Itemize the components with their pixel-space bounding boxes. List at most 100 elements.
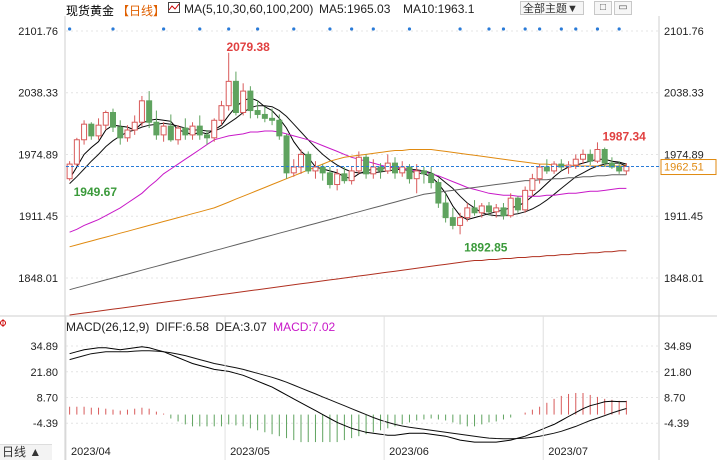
candle-body — [442, 202, 449, 219]
macd-y-tick-right: -4.39 — [664, 418, 689, 430]
candle-body — [341, 173, 348, 182]
period-tab[interactable]: 日线 ▲ — [0, 444, 52, 460]
y-tick-right: 1848.01 — [664, 273, 704, 285]
candle-body — [522, 189, 529, 211]
candle-body — [261, 113, 268, 119]
macd-y-tick-left: 21.80 — [30, 367, 58, 379]
candle-body — [500, 207, 507, 217]
event-dot — [538, 27, 542, 31]
candle-body — [601, 148, 608, 164]
instrument-title[interactable]: 现货黄金 — [66, 4, 115, 18]
candle-body — [110, 112, 116, 128]
ma-line-ma30 — [69, 130, 627, 233]
candle-body — [131, 121, 138, 131]
macd-value: MACD:7.02 — [273, 320, 336, 334]
candle-body — [283, 135, 290, 174]
candle-body — [363, 156, 370, 175]
candle-body — [486, 205, 492, 213]
candle-body — [471, 207, 478, 214]
candle-body — [616, 166, 623, 172]
candle-body — [623, 166, 630, 172]
macd-y-tick-left: 8.70 — [37, 392, 58, 404]
candle-body — [175, 127, 182, 141]
indicator-icon[interactable] — [168, 2, 180, 13]
current-price: 1962.51 — [66, 159, 717, 176]
y-tick-right: 2038.33 — [664, 88, 704, 100]
candle-body — [146, 100, 153, 123]
candle-body — [232, 80, 239, 114]
candle-body — [88, 123, 95, 137]
candle-body — [551, 163, 558, 172]
event-dot — [574, 27, 578, 31]
maximize-button[interactable]: ▭ — [614, 1, 632, 15]
candle-body — [507, 197, 514, 217]
candle-body — [240, 90, 247, 114]
candle-body — [377, 166, 384, 172]
price-axis: 2101.76 2101.76 2038.33 2038.33 1974.89 1974.… — [18, 26, 704, 285]
candle-body — [457, 217, 464, 226]
macd-line-dea — [69, 350, 627, 440]
restore-button[interactable]: □ — [594, 1, 612, 15]
candle-body — [428, 173, 435, 184]
macd-header: MACD(26,12,9) DIFF:6.58 DEA:3.07 MACD:7.… — [66, 320, 335, 334]
candle-body — [348, 170, 355, 182]
candle-body — [117, 126, 124, 139]
event-dot — [227, 27, 231, 31]
event-dot — [328, 27, 332, 31]
candle-body — [138, 100, 145, 123]
event-dot — [407, 27, 412, 31]
candle-body — [247, 90, 254, 112]
ma-line-ma60 — [69, 149, 627, 248]
event-dot — [523, 27, 527, 31]
candle-body — [326, 172, 333, 186]
macd-panel: 34.89 34.89 21.80 21.80 8.70 8.70 -4.39 -4.39 — [30, 341, 692, 443]
candle-body — [167, 125, 174, 141]
y-tick-left: 1911.45 — [19, 211, 58, 223]
chart-canvas[interactable]: 2101.76 2101.76 2038.33 2038.33 1974.89 1974.… — [0, 16, 717, 460]
price-annotations: 2079.38 1949.67 1892.85 1987.34 — [74, 40, 647, 255]
macd-y-tick-right: 8.70 — [664, 392, 685, 404]
macd-y-tick-left: -4.39 — [33, 418, 58, 430]
candle-body — [493, 207, 500, 213]
theme-select-button[interactable]: 全部主题▼ — [520, 1, 584, 15]
candle-body — [153, 121, 160, 136]
y-tick-left: 2101.76 — [18, 26, 58, 38]
candle-body — [81, 123, 88, 141]
y-tick-left: 1848.01 — [18, 273, 58, 285]
moving-average-lines — [69, 97, 627, 316]
candle-body — [305, 153, 312, 172]
ma-params: MA(5,10,30,60,100,200) — [184, 2, 314, 16]
candle-body — [413, 170, 420, 180]
current-price-tag: 1962.51 — [664, 162, 704, 174]
candle-body — [102, 112, 109, 126]
candle-body — [66, 163, 73, 180]
event-dot — [111, 27, 115, 31]
macd-params: MACD(26,12,9) — [66, 320, 150, 334]
period-label[interactable]: 【日线】 — [117, 4, 166, 18]
main-grid — [0, 16, 717, 460]
macd-y-tick-left: 34.89 — [30, 341, 58, 353]
macd-y-tick-right: 34.89 — [664, 341, 692, 353]
y-tick-right: 1974.89 — [664, 149, 704, 161]
candle-body — [182, 127, 189, 136]
candle-body — [254, 110, 261, 115]
candle-body — [95, 124, 102, 137]
ma10-value: MA10:1963.1 — [403, 2, 475, 16]
candle-body — [355, 156, 362, 172]
candle-body — [211, 119, 218, 139]
price-annotation-high: 1987.34 — [602, 129, 646, 143]
candle-body — [406, 166, 413, 180]
price-annotation-high: 2079.38 — [226, 40, 270, 54]
candle-body — [420, 170, 427, 175]
candle-body — [392, 162, 398, 174]
candle-body — [319, 166, 326, 174]
candle-body — [435, 182, 442, 204]
date-axis: 2023/04 2023/05 2023/06 2023/07 — [65, 316, 588, 460]
event-dot — [371, 27, 375, 31]
event-dot — [458, 27, 462, 31]
event-dot — [559, 27, 563, 31]
candle-body — [529, 178, 536, 191]
y-tick-right: 1911.45 — [664, 211, 703, 223]
candle-body — [370, 166, 377, 175]
crosshair-icon — [0, 319, 6, 327]
